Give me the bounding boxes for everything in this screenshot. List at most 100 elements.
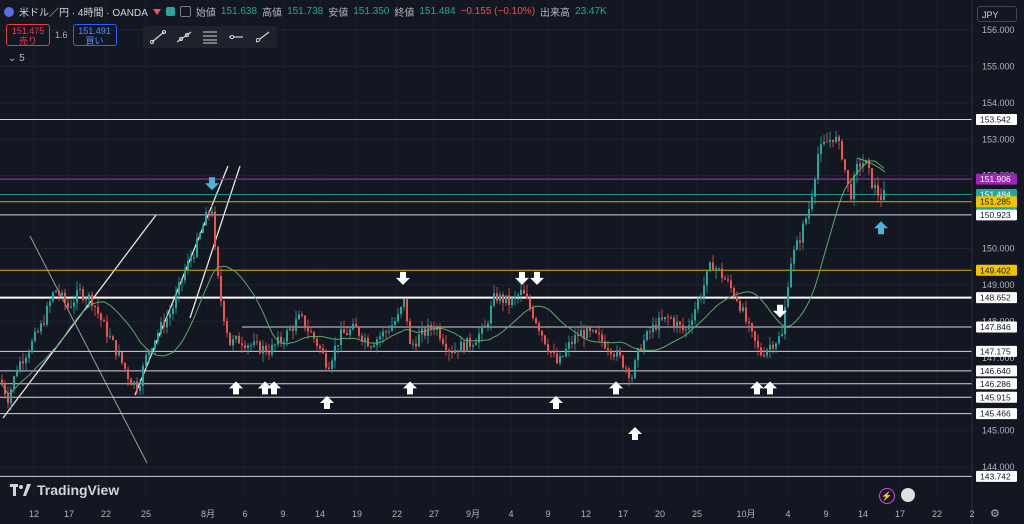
candle-body: [286, 330, 288, 342]
x-tick-label: 4: [508, 509, 513, 519]
candle-body: [304, 315, 306, 329]
candle-body: [325, 353, 327, 368]
candle-body: [487, 323, 489, 327]
candle-body: [295, 319, 297, 331]
candle-body: [124, 362, 126, 370]
ray-tool-icon[interactable]: [251, 28, 273, 46]
candle-body: [181, 280, 183, 283]
y-tick-label: 155.000: [982, 61, 1015, 71]
indicators-collapse-button[interactable]: ⌄ 5: [8, 53, 25, 64]
trend-line-tool-icon[interactable]: [147, 28, 169, 46]
fib-retracement-tool-icon[interactable]: [199, 28, 221, 46]
candle-body: [655, 324, 657, 330]
candle-body: [145, 354, 147, 366]
candle-body: [223, 301, 225, 322]
level-price-label: 148.652: [980, 293, 1011, 303]
drawing-toolbar: [143, 26, 277, 48]
candle-body: [769, 344, 771, 350]
up-arrow-marker: [267, 381, 281, 395]
candle-body: [619, 350, 621, 356]
candle-body: [331, 360, 333, 369]
level-price-label: 146.640: [980, 366, 1011, 376]
candle-body: [613, 354, 615, 357]
candle-body: [538, 323, 540, 331]
candle-body: [313, 332, 315, 339]
candle-body: [532, 308, 534, 319]
candle-body: [850, 184, 852, 200]
level-price-tag: [976, 408, 1017, 420]
level-price-tag: [976, 345, 1017, 357]
currency-selector[interactable]: JPY: [977, 6, 1017, 22]
x-tick-label: 9: [823, 509, 828, 519]
candle-body: [616, 350, 618, 357]
candle-body: [214, 211, 216, 247]
symbol-title[interactable]: 米ドル／円 · 4時間 · OANDA: [19, 8, 148, 19]
candle-body: [241, 343, 243, 346]
candle-body: [34, 331, 36, 341]
level-price-tag: [976, 470, 1017, 482]
level-price-tag: [976, 292, 1017, 304]
candle-body: [760, 347, 762, 356]
candle-body: [718, 268, 720, 270]
y-tick-label: 144.000: [982, 462, 1015, 472]
flag-icon[interactable]: [152, 8, 161, 15]
level-price-tag: [976, 378, 1017, 390]
candle-body: [859, 163, 861, 167]
horizontal-line-tool-icon[interactable]: [225, 28, 247, 46]
candle-body: [262, 345, 264, 354]
candle-body: [265, 345, 267, 353]
candle-body: [751, 323, 753, 332]
candle-body: [25, 357, 27, 364]
candle-body: [871, 168, 873, 188]
candle-body: [40, 323, 42, 332]
candle-body: [154, 340, 156, 349]
level-price-label: 151.484: [980, 189, 1011, 199]
candle-body: [820, 144, 822, 155]
settings-gear-icon[interactable]: ⚙: [990, 508, 1000, 520]
candle-body: [457, 349, 459, 353]
market-open-icon: [165, 7, 175, 16]
up-arrow-marker: [229, 381, 243, 395]
candle-body: [229, 332, 231, 346]
candle-body: [601, 334, 603, 342]
candle-body: [544, 335, 546, 345]
candle-body: [199, 233, 201, 239]
us-flag-icon[interactable]: [901, 488, 915, 502]
candle-body: [682, 324, 684, 331]
candle-body: [226, 321, 228, 333]
candle-body: [52, 292, 54, 302]
candle-body: [505, 295, 507, 303]
candle-body: [565, 348, 567, 357]
candle-body: [598, 332, 600, 335]
high-label: 高値: [262, 8, 283, 19]
candle-body: [535, 318, 537, 324]
candle-body: [91, 294, 93, 306]
candle-body: [118, 352, 120, 356]
candle-body: [478, 333, 480, 343]
price-axis-panel: [972, 0, 1024, 524]
y-tick-label: 145.000: [982, 426, 1015, 436]
candle-body: [847, 170, 849, 185]
candle-body: [811, 196, 813, 210]
level-price-label: 153.542: [980, 115, 1011, 125]
candle-body: [595, 330, 597, 333]
candle-body: [646, 331, 648, 340]
lightning-icon[interactable]: ⚡: [879, 488, 895, 504]
parallel-channel-tool-icon[interactable]: [173, 28, 195, 46]
sell-button[interactable]: 151.475 売り: [6, 24, 50, 46]
trade-panel: 151.475 売り 1.6 151.491 買い: [6, 24, 117, 46]
candle-body: [805, 218, 807, 224]
candle-body: [184, 269, 186, 281]
moving-average-line: [1, 160, 885, 395]
candle-body: [547, 344, 549, 352]
candle-body: [502, 294, 504, 303]
candle-body: [406, 298, 408, 322]
buy-button[interactable]: 151.491 買い: [72, 24, 117, 46]
candle-body: [364, 337, 366, 342]
x-tick-label: 25: [141, 509, 151, 519]
candle-body: [637, 348, 639, 361]
level-price-label: 145.915: [980, 392, 1011, 402]
up-arrow-marker: [403, 381, 417, 395]
candle-body: [79, 289, 81, 291]
